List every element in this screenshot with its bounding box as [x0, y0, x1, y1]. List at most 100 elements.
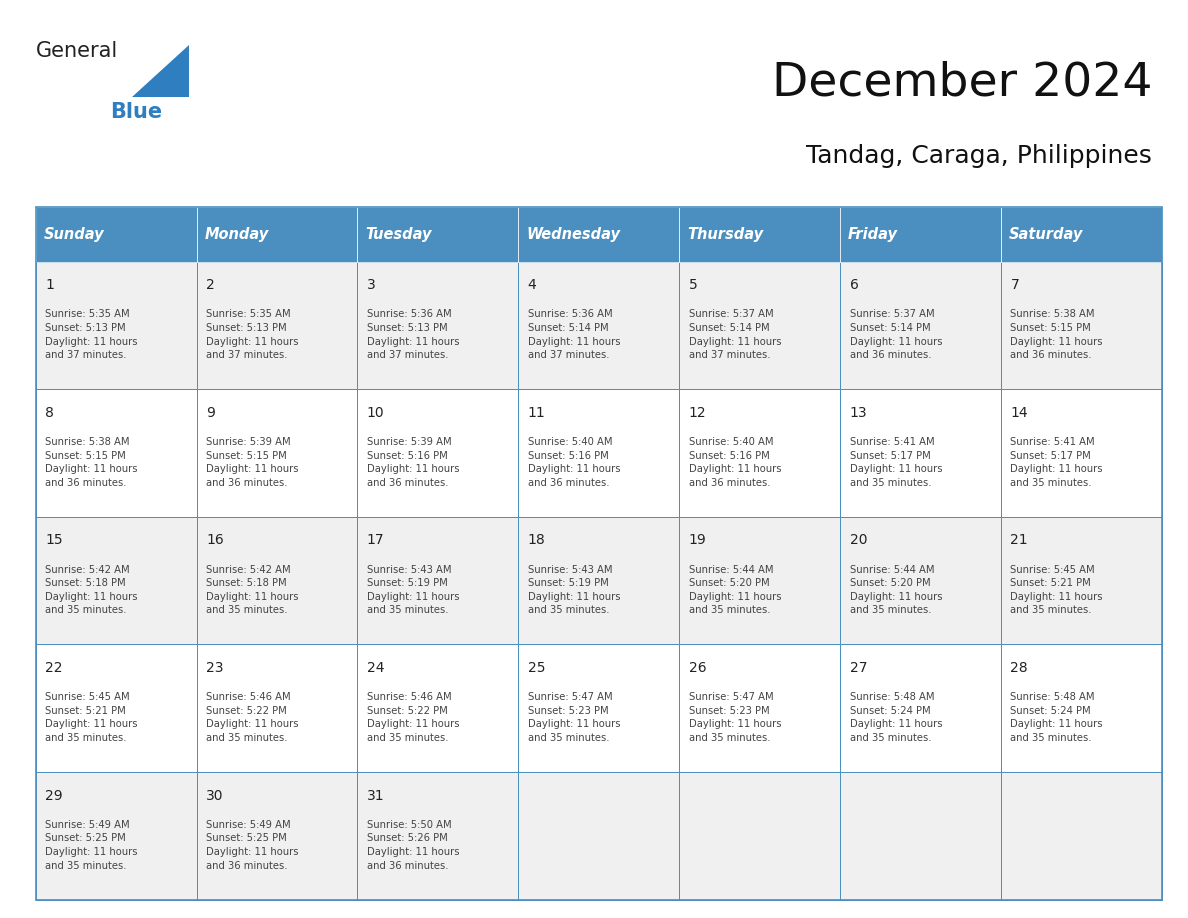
Text: Sunset: 5:16 PM: Sunset: 5:16 PM	[367, 451, 448, 461]
Text: Sunset: 5:17 PM: Sunset: 5:17 PM	[1011, 451, 1092, 461]
Text: Sunset: 5:14 PM: Sunset: 5:14 PM	[849, 323, 930, 333]
Text: Daylight: 11 hours: Daylight: 11 hours	[527, 465, 620, 474]
Text: Daylight: 11 hours: Daylight: 11 hours	[206, 847, 298, 856]
Text: Sunrise: 5:44 AM: Sunrise: 5:44 AM	[849, 565, 934, 575]
Text: and 37 minutes.: and 37 minutes.	[689, 350, 770, 360]
Text: Sunrise: 5:39 AM: Sunrise: 5:39 AM	[367, 437, 451, 447]
Text: Daylight: 11 hours: Daylight: 11 hours	[367, 465, 460, 474]
Text: Sunday: Sunday	[44, 227, 105, 241]
Text: Sunset: 5:18 PM: Sunset: 5:18 PM	[45, 578, 126, 588]
Text: 20: 20	[849, 533, 867, 547]
Text: Sunset: 5:16 PM: Sunset: 5:16 PM	[689, 451, 770, 461]
Text: and 35 minutes.: and 35 minutes.	[1011, 477, 1092, 487]
Text: Sunset: 5:20 PM: Sunset: 5:20 PM	[689, 578, 770, 588]
Text: 25: 25	[527, 661, 545, 675]
Text: Sunrise: 5:43 AM: Sunrise: 5:43 AM	[527, 565, 612, 575]
Text: General: General	[36, 41, 118, 61]
Text: Tuesday: Tuesday	[366, 227, 432, 241]
Text: Sunset: 5:15 PM: Sunset: 5:15 PM	[206, 451, 286, 461]
Text: Sunset: 5:15 PM: Sunset: 5:15 PM	[45, 451, 126, 461]
Text: Sunset: 5:13 PM: Sunset: 5:13 PM	[206, 323, 286, 333]
Text: and 35 minutes.: and 35 minutes.	[849, 605, 931, 615]
Text: and 35 minutes.: and 35 minutes.	[367, 733, 448, 743]
Text: 5: 5	[689, 278, 697, 292]
Text: Sunrise: 5:42 AM: Sunrise: 5:42 AM	[45, 565, 129, 575]
Text: 23: 23	[206, 661, 223, 675]
Text: Sunset: 5:22 PM: Sunset: 5:22 PM	[206, 706, 286, 716]
Text: Daylight: 11 hours: Daylight: 11 hours	[367, 592, 460, 601]
Text: Sunrise: 5:41 AM: Sunrise: 5:41 AM	[1011, 437, 1095, 447]
Text: Sunrise: 5:39 AM: Sunrise: 5:39 AM	[206, 437, 291, 447]
Text: and 36 minutes.: and 36 minutes.	[367, 477, 448, 487]
Text: 31: 31	[367, 789, 385, 802]
Text: Sunrise: 5:37 AM: Sunrise: 5:37 AM	[689, 309, 773, 319]
Text: and 35 minutes.: and 35 minutes.	[45, 605, 127, 615]
Text: 3: 3	[367, 278, 375, 292]
Text: 2: 2	[206, 278, 215, 292]
Text: Friday: Friday	[848, 227, 898, 241]
Text: 21: 21	[1011, 533, 1028, 547]
Text: and 36 minutes.: and 36 minutes.	[206, 477, 287, 487]
Text: 13: 13	[849, 406, 867, 420]
Text: Tandag, Caraga, Philippines: Tandag, Caraga, Philippines	[807, 144, 1152, 168]
Text: Daylight: 11 hours: Daylight: 11 hours	[527, 592, 620, 601]
Text: Daylight: 11 hours: Daylight: 11 hours	[367, 337, 460, 346]
Text: Daylight: 11 hours: Daylight: 11 hours	[849, 720, 942, 729]
Text: Sunset: 5:17 PM: Sunset: 5:17 PM	[849, 451, 930, 461]
Text: Daylight: 11 hours: Daylight: 11 hours	[367, 847, 460, 856]
Text: Daylight: 11 hours: Daylight: 11 hours	[367, 720, 460, 729]
Text: Sunrise: 5:35 AM: Sunrise: 5:35 AM	[45, 309, 129, 319]
Text: Sunset: 5:13 PM: Sunset: 5:13 PM	[367, 323, 448, 333]
Text: Daylight: 11 hours: Daylight: 11 hours	[206, 337, 298, 346]
Text: Sunset: 5:22 PM: Sunset: 5:22 PM	[367, 706, 448, 716]
Text: and 35 minutes.: and 35 minutes.	[1011, 733, 1092, 743]
Text: Thursday: Thursday	[687, 227, 764, 241]
Text: Sunset: 5:24 PM: Sunset: 5:24 PM	[1011, 706, 1091, 716]
Text: 22: 22	[45, 661, 63, 675]
Text: Sunset: 5:25 PM: Sunset: 5:25 PM	[45, 834, 126, 844]
Text: and 35 minutes.: and 35 minutes.	[527, 605, 609, 615]
Text: and 36 minutes.: and 36 minutes.	[689, 477, 770, 487]
Text: Sunset: 5:14 PM: Sunset: 5:14 PM	[689, 323, 770, 333]
Text: Sunset: 5:14 PM: Sunset: 5:14 PM	[527, 323, 608, 333]
Text: 11: 11	[527, 406, 545, 420]
Text: Sunset: 5:21 PM: Sunset: 5:21 PM	[1011, 578, 1092, 588]
Text: Sunrise: 5:36 AM: Sunrise: 5:36 AM	[527, 309, 613, 319]
Text: Sunrise: 5:50 AM: Sunrise: 5:50 AM	[367, 820, 451, 830]
Text: 16: 16	[206, 533, 223, 547]
Text: and 35 minutes.: and 35 minutes.	[689, 605, 770, 615]
Text: and 35 minutes.: and 35 minutes.	[689, 733, 770, 743]
Text: Daylight: 11 hours: Daylight: 11 hours	[849, 337, 942, 346]
Text: Sunset: 5:23 PM: Sunset: 5:23 PM	[689, 706, 770, 716]
Text: Sunset: 5:26 PM: Sunset: 5:26 PM	[367, 834, 448, 844]
Text: Sunrise: 5:40 AM: Sunrise: 5:40 AM	[689, 437, 773, 447]
Text: and 35 minutes.: and 35 minutes.	[527, 733, 609, 743]
Text: 1: 1	[45, 278, 53, 292]
Text: 7: 7	[1011, 278, 1019, 292]
Text: and 37 minutes.: and 37 minutes.	[367, 350, 448, 360]
Text: Sunrise: 5:37 AM: Sunrise: 5:37 AM	[849, 309, 934, 319]
Text: December 2024: December 2024	[772, 60, 1152, 106]
Text: and 35 minutes.: and 35 minutes.	[45, 733, 127, 743]
Text: 29: 29	[45, 789, 63, 802]
Text: 12: 12	[689, 406, 707, 420]
Text: and 35 minutes.: and 35 minutes.	[849, 477, 931, 487]
Text: Sunrise: 5:40 AM: Sunrise: 5:40 AM	[527, 437, 612, 447]
Text: Daylight: 11 hours: Daylight: 11 hours	[45, 592, 138, 601]
Text: Sunrise: 5:45 AM: Sunrise: 5:45 AM	[45, 692, 129, 702]
Text: Sunset: 5:20 PM: Sunset: 5:20 PM	[849, 578, 930, 588]
Text: Daylight: 11 hours: Daylight: 11 hours	[45, 720, 138, 729]
Text: Daylight: 11 hours: Daylight: 11 hours	[689, 592, 782, 601]
Text: 18: 18	[527, 533, 545, 547]
Text: Daylight: 11 hours: Daylight: 11 hours	[45, 465, 138, 474]
Text: Daylight: 11 hours: Daylight: 11 hours	[527, 720, 620, 729]
Text: Monday: Monday	[204, 227, 268, 241]
Text: Sunrise: 5:38 AM: Sunrise: 5:38 AM	[1011, 309, 1095, 319]
Text: 4: 4	[527, 278, 537, 292]
Text: and 35 minutes.: and 35 minutes.	[206, 733, 287, 743]
Text: Sunset: 5:16 PM: Sunset: 5:16 PM	[527, 451, 608, 461]
Text: Daylight: 11 hours: Daylight: 11 hours	[689, 465, 782, 474]
Text: Sunrise: 5:41 AM: Sunrise: 5:41 AM	[849, 437, 934, 447]
Text: 15: 15	[45, 533, 63, 547]
Text: Daylight: 11 hours: Daylight: 11 hours	[1011, 337, 1102, 346]
